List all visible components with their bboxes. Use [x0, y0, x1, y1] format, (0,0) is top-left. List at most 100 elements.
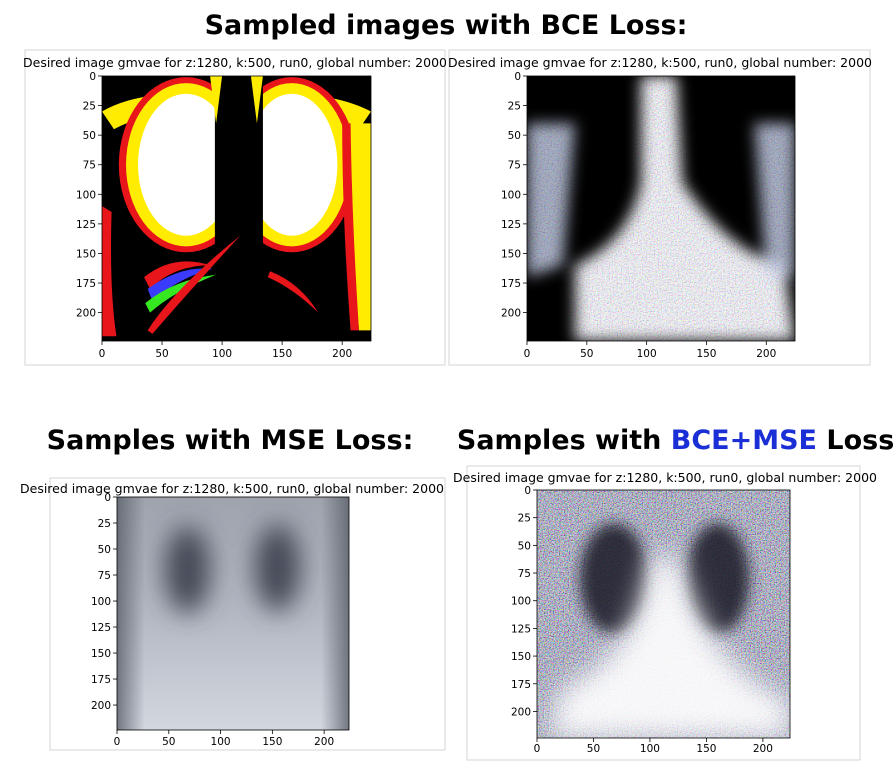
y-tick-label: 50	[518, 540, 531, 552]
panel-frame	[466, 465, 861, 761]
x-tick-label: 150	[272, 348, 292, 360]
x-tick-label: 100	[211, 736, 231, 748]
x-tick-label: 150	[262, 736, 282, 748]
heading-part: Loss:	[817, 425, 893, 456]
y-tick-label: 150	[511, 651, 531, 663]
plot-panel: Desired image gmvae for z:1280, k:500, r…	[20, 477, 446, 751]
y-tick-label: 25	[98, 518, 111, 530]
y-tick-label: 0	[514, 71, 521, 83]
plot-panel: Desired image gmvae for z:1280, k:500, r…	[453, 465, 877, 761]
y-tick-label: 100	[511, 596, 531, 608]
image-dark	[579, 523, 750, 634]
axes-frame	[116, 496, 350, 731]
heading: Samples with MSE Loss:	[47, 425, 414, 456]
heading: Sampled images with BCE Loss:	[205, 10, 688, 41]
panel-frame	[49, 477, 446, 751]
x-tick-label: 50	[587, 743, 600, 755]
x-tick-label: 50	[155, 348, 168, 360]
image-region	[210, 76, 263, 124]
y-tick-label: 175	[501, 278, 521, 290]
image-region	[579, 523, 648, 634]
sample-image	[537, 490, 790, 738]
y-tick-label: 100	[91, 596, 111, 608]
y-tick-label: 150	[91, 648, 111, 660]
image-region	[548, 556, 790, 738]
y-tick-label: 75	[98, 570, 111, 582]
x-tick-label: 100	[640, 743, 660, 755]
y-tick-label: 75	[518, 568, 531, 580]
heading-part: Samples with	[457, 425, 671, 456]
image-streak	[144, 261, 211, 289]
y-tick-label: 0	[104, 492, 111, 504]
y-tick-label: 50	[98, 544, 111, 556]
plot-title: Desired image gmvae for z:1280, k:500, r…	[448, 55, 872, 70]
image-streak	[267, 271, 319, 313]
plot-title: Desired image gmvae for z:1280, k:500, r…	[23, 55, 447, 70]
x-tick-label: 50	[162, 736, 175, 748]
x-tick-label: 0	[534, 743, 541, 755]
image-content	[117, 497, 349, 730]
sample-image	[102, 76, 371, 341]
sample-image	[117, 497, 349, 730]
y-tick-label: 100	[501, 189, 521, 201]
plot-title: Desired image gmvae for z:1280, k:500, r…	[453, 470, 877, 485]
y-tick-label: 200	[501, 308, 521, 320]
panel-frame	[448, 49, 871, 366]
plot-panel: Desired image gmvae for z:1280, k:500, r…	[23, 49, 447, 366]
image-region	[246, 93, 338, 236]
y-tick-label: 0	[524, 485, 531, 497]
plot-title: Desired image gmvae for z:1280, k:500, r…	[20, 481, 444, 496]
x-tick-label: 200	[314, 736, 334, 748]
image-band	[348, 123, 371, 331]
y-tick-label: 125	[511, 623, 531, 635]
image-content	[527, 76, 795, 342]
y-tick-label: 75	[83, 160, 96, 172]
y-tick-label: 50	[508, 130, 521, 142]
panel-frame	[24, 49, 446, 366]
x-tick-label: 150	[696, 743, 716, 755]
y-tick-label: 100	[76, 189, 96, 201]
y-tick-label: 175	[91, 674, 111, 686]
y-tick-label: 200	[511, 706, 531, 718]
y-tick-label: 125	[501, 219, 521, 231]
x-tick-label: 0	[114, 736, 121, 748]
y-tick-label: 25	[518, 513, 531, 525]
y-tick-label: 125	[76, 219, 96, 231]
image-streak	[147, 235, 241, 334]
image-band	[342, 123, 359, 331]
x-tick-label: 100	[212, 348, 232, 360]
x-tick-label: 200	[756, 348, 776, 360]
y-tick-label: 25	[83, 101, 96, 113]
x-tick-label: 50	[580, 348, 593, 360]
image-region	[254, 524, 301, 612]
axes-frame	[536, 489, 791, 739]
image-band	[102, 206, 117, 337]
image-content	[102, 76, 371, 341]
y-tick-label: 200	[91, 700, 111, 712]
heading: Samples with BCE+MSE Loss:	[457, 425, 893, 456]
y-tick-label: 175	[76, 278, 96, 290]
sample-image	[527, 76, 795, 342]
y-tick-label: 150	[501, 248, 521, 260]
image-bright	[548, 556, 790, 738]
image-shade	[117, 497, 349, 730]
y-tick-label: 200	[76, 308, 96, 320]
x-tick-label: 0	[524, 348, 531, 360]
y-tick-label: 75	[508, 160, 521, 172]
image-streak	[145, 274, 217, 313]
x-tick-label: 100	[637, 348, 657, 360]
heading-highlight: BCE+MSE	[671, 425, 817, 456]
y-tick-label: 25	[508, 101, 521, 113]
image-content	[537, 490, 790, 738]
y-tick-label: 125	[91, 622, 111, 634]
image-region	[164, 526, 211, 614]
x-tick-label: 0	[99, 348, 106, 360]
y-tick-label: 150	[76, 248, 96, 260]
axes-frame	[526, 75, 796, 342]
image-dark	[164, 524, 301, 614]
image-region	[686, 523, 750, 634]
x-tick-label: 200	[753, 743, 773, 755]
plot-panel: Desired image gmvae for z:1280, k:500, r…	[448, 49, 872, 366]
image-region	[214, 76, 263, 341]
